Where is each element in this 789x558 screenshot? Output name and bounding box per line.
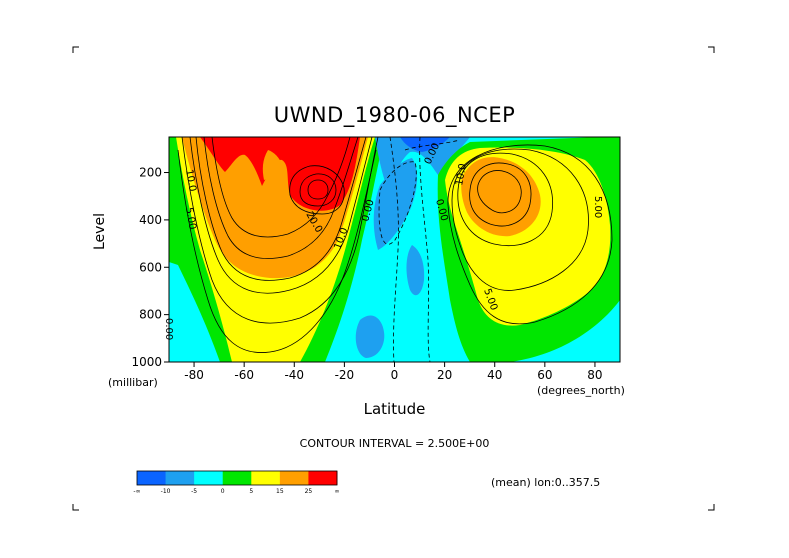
region-blue-lower	[355, 315, 385, 358]
x-tick-label: 0	[391, 368, 399, 382]
y-tick-label: 600	[139, 260, 162, 274]
contour-label: 0.00	[163, 318, 174, 340]
colorbar-tick-label: 15	[276, 488, 284, 495]
y-axis: 200 400 600 800 1000	[131, 166, 169, 369]
region-red-south	[200, 137, 360, 211]
region-orange-north	[461, 157, 541, 237]
chart-title: UWND_1980-06_NCEP	[273, 103, 516, 127]
corner-mark-top-right	[708, 46, 715, 53]
colorbar-swatch	[279, 471, 309, 485]
colorbar-tick-label: -∞	[133, 488, 140, 495]
y-tick-label: 400	[139, 213, 162, 227]
colorbar-tick-label: 5	[249, 488, 253, 495]
x-tick-label: -80	[184, 368, 204, 382]
contour-label: 10.0	[454, 163, 469, 187]
x-tick-label: -20	[335, 368, 355, 382]
filled-contours	[169, 137, 620, 362]
y-axis-label: Level	[92, 213, 108, 250]
x-tick-label: 60	[537, 368, 552, 382]
colorbar: -∞ -10 -5 0 5 15 25 ∞	[133, 470, 340, 495]
x-axis-units: (degrees_north)	[537, 384, 625, 397]
x-tick-label: 80	[587, 368, 602, 382]
colorbar-tick-label: -5	[191, 488, 197, 495]
corner-mark-top-left	[72, 46, 79, 53]
x-axis-label-text: Latitude	[363, 400, 426, 418]
longitude-footer: (mean) lon:0..357.5	[491, 476, 601, 489]
region-blue-upper	[373, 158, 418, 250]
x-tick-label: 40	[487, 368, 502, 382]
colorbar-tick-label: 25	[305, 488, 313, 495]
colorbar-swatch	[137, 471, 167, 485]
y-tick-label: 800	[139, 308, 162, 322]
x-tick-label: 20	[437, 368, 452, 382]
y-tick-label: 200	[139, 166, 162, 180]
corner-mark-bottom-right	[708, 504, 715, 511]
negative-contour-lines	[378, 137, 461, 362]
colorbar-swatch	[165, 471, 195, 485]
contour-interval: CONTOUR INTERVAL = 2.500E+00	[299, 437, 490, 450]
contour-lines	[177, 137, 613, 353]
contour-label: 5.00	[592, 196, 603, 218]
y-axis-units: (millibar)	[108, 376, 158, 389]
colorbar-frame	[136, 470, 338, 486]
colorbar-tick-label: 0	[221, 488, 225, 495]
x-tick-label: -40	[284, 368, 304, 382]
contour-label: 5.00	[183, 207, 198, 231]
colorbar-tick-label: ∞	[335, 488, 340, 495]
colorbar-swatch	[251, 471, 281, 485]
corner-mark-bottom-left	[72, 504, 79, 511]
colorbar-swatch	[308, 471, 338, 485]
x-tick-label: -60	[234, 368, 254, 382]
x-axis-label: Latitude	[0, 400, 789, 418]
contour-label: 10.0	[183, 169, 198, 193]
colorbar-swatch	[194, 471, 224, 485]
region-orange-south-gap	[262, 150, 282, 180]
colorbar-tick-label: -10	[161, 488, 171, 495]
region-blue-top	[375, 137, 470, 190]
x-axis: -80 -60 -40 -20 0 20 40 60 80	[184, 362, 603, 382]
colorbar-swatch	[222, 471, 252, 485]
region-blue-mid	[406, 245, 425, 296]
y-tick-label: 1000	[131, 355, 162, 369]
